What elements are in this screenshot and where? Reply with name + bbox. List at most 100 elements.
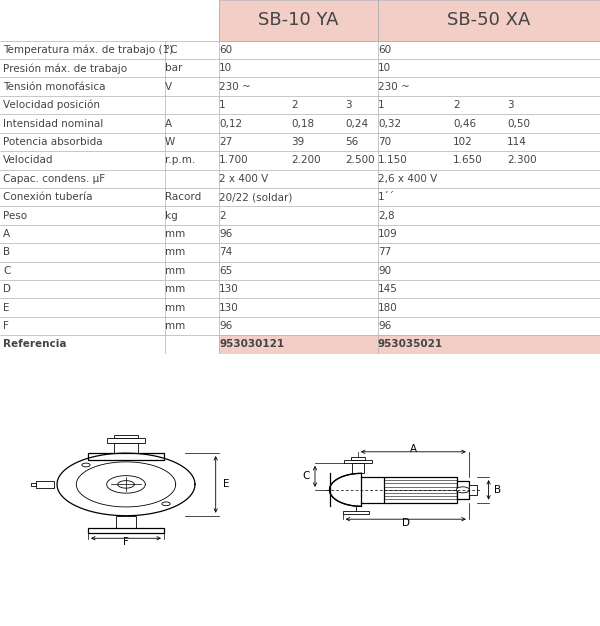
Bar [378, 336, 600, 354]
Text: 2.500: 2.500 [345, 155, 374, 165]
Text: 145: 145 [378, 284, 398, 294]
Text: F: F [3, 321, 9, 331]
Text: E: E [3, 302, 10, 312]
Text: 230 ~: 230 ~ [219, 82, 251, 91]
Text: Conexión tubería: Conexión tubería [3, 192, 92, 202]
Bar [219, 0, 378, 41]
Text: 3: 3 [345, 100, 352, 110]
Text: 130: 130 [219, 284, 239, 294]
Bar [36, 481, 53, 488]
Text: 60: 60 [219, 45, 232, 55]
Bar [113, 435, 139, 438]
Text: F: F [123, 537, 129, 547]
Text: B: B [494, 485, 502, 495]
Bar [88, 453, 164, 460]
Text: V: V [165, 82, 172, 91]
Bar [88, 528, 164, 533]
Text: 0,50: 0,50 [507, 118, 530, 128]
Text: 10: 10 [219, 63, 232, 73]
Text: D: D [402, 518, 410, 528]
Text: 1: 1 [219, 100, 226, 110]
Text: Velocidad: Velocidad [3, 155, 53, 165]
Bar [469, 485, 476, 495]
Text: Tensión monofásica: Tensión monofásica [3, 82, 106, 91]
Text: 1´´: 1´´ [378, 192, 395, 202]
Text: B: B [3, 247, 10, 257]
Circle shape [162, 502, 170, 506]
Text: 0,18: 0,18 [291, 118, 314, 128]
Bar [113, 443, 139, 453]
Text: C: C [302, 471, 310, 481]
Text: 77: 77 [378, 247, 391, 257]
Text: Referencia: Referencia [3, 339, 67, 349]
Text: SB-10 YA: SB-10 YA [258, 11, 339, 29]
Text: 2: 2 [291, 100, 298, 110]
Circle shape [82, 463, 90, 467]
Text: 90: 90 [378, 266, 391, 276]
Text: 65: 65 [219, 266, 232, 276]
Text: SB-50 XA: SB-50 XA [448, 11, 530, 29]
Text: C: C [3, 266, 10, 276]
Text: 1.700: 1.700 [219, 155, 248, 165]
Bar [350, 457, 365, 460]
Text: 0,12: 0,12 [219, 118, 242, 128]
Text: 2: 2 [219, 210, 226, 220]
Text: mm: mm [165, 302, 185, 312]
Text: °C: °C [165, 45, 178, 55]
Text: Temperatura máx. de trabajo (1): Temperatura máx. de trabajo (1) [3, 44, 173, 55]
Text: 130: 130 [219, 302, 239, 312]
Text: 56: 56 [345, 137, 358, 147]
Bar [219, 336, 378, 354]
Text: 96: 96 [378, 321, 391, 331]
Text: 114: 114 [507, 137, 527, 147]
Text: 60: 60 [378, 45, 391, 55]
Text: Peso: Peso [3, 210, 27, 220]
Bar [31, 483, 36, 486]
Text: E: E [223, 480, 229, 490]
Text: 20/22 (soldar): 20/22 (soldar) [219, 192, 292, 202]
Text: Racord: Racord [165, 192, 201, 202]
Text: Velocidad posición: Velocidad posición [3, 100, 100, 110]
Text: 2,8: 2,8 [378, 210, 395, 220]
Bar [378, 0, 600, 41]
Text: A: A [3, 229, 10, 239]
Text: 953035021: 953035021 [378, 339, 443, 349]
Text: Presión máx. de trabajo: Presión máx. de trabajo [3, 63, 127, 73]
Text: bar: bar [165, 63, 182, 73]
Text: 2.300: 2.300 [507, 155, 536, 165]
Text: mm: mm [165, 321, 185, 331]
Text: kg: kg [165, 210, 178, 220]
Text: 70: 70 [378, 137, 391, 147]
Text: 109: 109 [378, 229, 398, 239]
Text: 2,6 x 400 V: 2,6 x 400 V [378, 174, 437, 184]
Text: 0,24: 0,24 [345, 118, 368, 128]
Text: 1: 1 [378, 100, 385, 110]
Text: 102: 102 [453, 137, 473, 147]
Text: D: D [3, 284, 11, 294]
Text: A: A [165, 118, 172, 128]
Bar [344, 460, 372, 463]
Text: 0,46: 0,46 [453, 118, 476, 128]
Text: 3: 3 [507, 100, 514, 110]
Bar [352, 463, 364, 473]
Text: 953030121: 953030121 [219, 339, 284, 349]
Bar [343, 511, 369, 514]
Text: 230 ~: 230 ~ [378, 82, 410, 91]
Text: 10: 10 [378, 63, 391, 73]
Text: 27: 27 [219, 137, 232, 147]
Text: mm: mm [165, 247, 185, 257]
Text: 0,32: 0,32 [378, 118, 401, 128]
Text: Potencia absorbida: Potencia absorbida [3, 137, 103, 147]
Text: Capac. condens. μF: Capac. condens. μF [3, 174, 105, 184]
Text: 1.650: 1.650 [453, 155, 483, 165]
Text: 180: 180 [378, 302, 398, 312]
Bar [107, 438, 145, 443]
Text: mm: mm [165, 229, 185, 239]
Text: 96: 96 [219, 321, 232, 331]
Text: 74: 74 [219, 247, 232, 257]
Text: mm: mm [165, 266, 185, 276]
Text: 2 x 400 V: 2 x 400 V [219, 174, 268, 184]
Text: A: A [410, 444, 417, 454]
Text: 39: 39 [291, 137, 304, 147]
Text: mm: mm [165, 284, 185, 294]
